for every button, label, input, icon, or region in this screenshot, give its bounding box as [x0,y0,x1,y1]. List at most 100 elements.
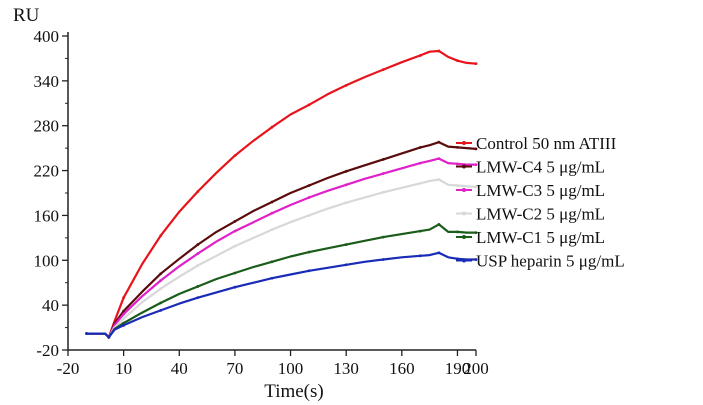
data-point [437,49,441,53]
data-point [456,145,459,149]
data-point [418,145,422,149]
y-tick-label: 160 [34,206,60,225]
y-tick-label: 40 [42,296,59,315]
data-point [196,264,200,267]
data-point [307,103,311,107]
data-point [418,229,422,233]
data-point [196,190,200,193]
legend-label: LMW-C2 5 μg/mL [476,205,605,224]
data-point [381,258,385,261]
data-point [196,243,200,246]
legend-marker [462,235,466,239]
y-tick-label: 100 [34,251,60,270]
data-point [270,200,274,204]
data-point [107,335,111,339]
data-point [344,263,348,267]
y-tick-label: 400 [34,27,60,46]
series-layer [85,49,478,339]
data-point [270,276,274,280]
series-line-3 [86,157,476,339]
data-point [381,172,385,175]
data-point [307,269,311,273]
data-point [381,190,385,194]
data-point [270,125,274,129]
x-tick-label: 40 [171,359,188,378]
data-point [437,157,441,161]
legend-label: LMW-C4 5 μg/mL [476,158,605,177]
data-point [307,184,311,187]
legend-marker [462,188,466,192]
data-point [122,312,126,316]
data-point [344,83,348,87]
x-tick-label: 10 [115,359,132,378]
data-point [159,301,163,305]
data-point [85,332,88,335]
data-point [456,162,459,166]
data-point [456,257,459,261]
ticks-layer: -20 40 100 160 220 280 340 400 -20 10 40 70 100 130 16… [34,27,489,378]
data-point [437,178,441,181]
data-point [381,157,385,161]
x-axis-title: Time(s) [264,381,323,402]
data-point [159,287,163,291]
data-point [159,234,163,238]
x-tick-label: 130 [333,359,359,378]
data-point [474,258,478,261]
legend-marker [462,258,466,263]
data-point [307,214,311,217]
data-point [456,184,459,187]
series-line-4 [86,178,477,339]
data-point [474,147,478,151]
data-point [418,54,422,57]
x-tick-label: 200 [463,359,489,378]
data-point [233,220,237,223]
legend-marker [462,141,466,145]
data-point [474,185,478,189]
data-point [233,229,237,233]
axes-layer [67,32,476,351]
data-point [437,251,441,255]
data-point [196,296,200,300]
legend-label: Control 50 nm ATIII [476,134,617,153]
y-tick-label: 340 [34,72,60,91]
data-point [344,243,348,246]
data-point [344,201,348,205]
data-point [381,235,385,239]
y-tick-label: 220 [34,162,60,181]
data-point [159,279,163,282]
data-point [233,271,237,275]
x-tick-label: 100 [278,359,304,378]
y-axis-unit-label: RU [13,5,40,26]
data-point [418,161,422,165]
legend: Control 50 nm ATIII LMW-C4 5 μg/mL LMW-C3 … [456,134,625,271]
data-point [196,252,200,255]
data-point [381,68,385,72]
data-point [122,317,126,320]
data-point [456,230,459,234]
y-tick-label: -20 [36,341,59,360]
data-point [233,154,237,158]
data-point [270,228,274,232]
data-point [307,250,311,254]
data-point [344,169,348,173]
data-point [159,308,163,312]
legend-label: USP heparin 5 μg/mL [476,252,625,271]
data-point [233,244,237,248]
legend-label: LMW-C1 5 μg/mL [476,228,605,247]
x-tick-label: 160 [389,359,415,378]
x-tick-label: -20 [57,359,80,378]
data-point [474,163,478,166]
series-line-2 [86,141,477,339]
legend-label: LMW-C3 5 μg/mL [476,181,605,200]
data-point [437,223,441,226]
legend-marker [462,211,466,216]
data-point [474,62,478,66]
data-point [270,211,274,215]
y-tick-label: 280 [34,117,60,136]
data-point [122,309,126,313]
data-point [122,323,126,327]
data-point [344,183,348,187]
data-point [233,285,237,289]
data-point [270,260,274,264]
